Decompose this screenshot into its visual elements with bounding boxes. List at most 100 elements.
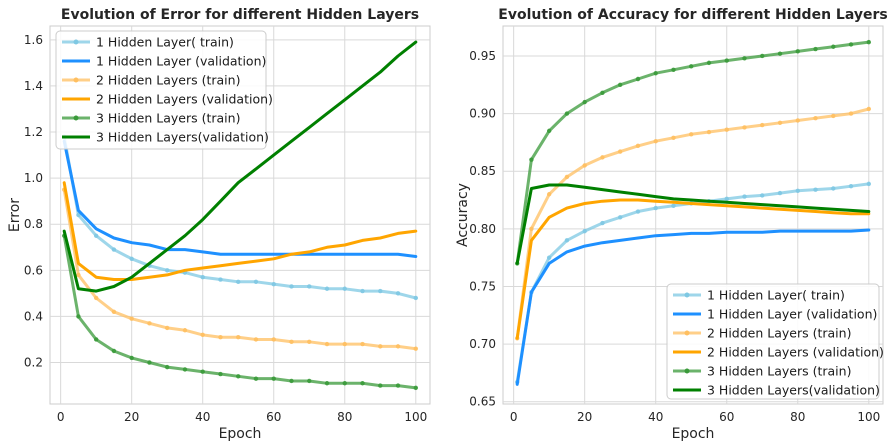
- accuracy-series-point-0: [617, 215, 623, 220]
- accuracy-series-point-2: [546, 192, 552, 197]
- error-legend-label-1: 1 Hidden Layer (validation): [96, 54, 266, 69]
- accuracy-x-tick-label: 0: [510, 410, 518, 424]
- error-y-tick-label: 1.0: [24, 171, 43, 185]
- error-series-point-2: [253, 337, 259, 342]
- accuracy-series-point-2: [671, 135, 676, 140]
- error-series-point-0: [360, 288, 365, 294]
- error-series-point-4: [164, 364, 170, 370]
- accuracy-series-point-4: [706, 60, 712, 66]
- accuracy-legend-label-0: 1 Hidden Layer( train): [707, 288, 845, 303]
- error-legend-box: [55, 30, 267, 150]
- error-x-tick-label: 40: [195, 410, 210, 424]
- error-series-point-4: [76, 314, 81, 319]
- error-series-point-4: [200, 369, 205, 374]
- error-series-point-4: [129, 355, 134, 361]
- accuracy-series-point-2: [689, 132, 694, 137]
- error-series-point-4: [93, 337, 99, 342]
- accuracy-series-point-4: [689, 64, 694, 69]
- error-series-point-4: [395, 383, 401, 388]
- accuracy-series-point-2: [724, 127, 729, 132]
- error-series-point-4: [413, 385, 418, 391]
- accuracy-series-point-2: [848, 111, 854, 116]
- accuracy-series-point-0: [795, 188, 800, 193]
- error-series-point-2: [200, 332, 205, 338]
- error-legend-marker-2: [73, 77, 79, 83]
- error-series-point-2: [378, 344, 383, 349]
- error-series-point-0: [129, 256, 134, 261]
- error-series-point-2: [413, 346, 418, 351]
- accuracy-chart-title: Evolution of Accuracy for different Hidd…: [498, 7, 887, 23]
- accuracy-series-point-2: [760, 122, 765, 128]
- accuracy-x-tick-label: 40: [648, 410, 663, 424]
- accuracy-series-point-4: [600, 90, 605, 96]
- error-series-point-2: [271, 337, 276, 342]
- accuracy-series-point-0: [546, 255, 552, 260]
- accuracy-series-point-0: [760, 193, 765, 198]
- error-series-point-0: [93, 233, 99, 238]
- accuracy-series-point-2: [582, 163, 587, 168]
- accuracy-series-point-0: [848, 183, 854, 189]
- accuracy-series-point-0: [635, 209, 641, 214]
- accuracy-y-axis-label: Accuracy: [455, 183, 471, 247]
- error-legend-label-5: 3 Hidden Layers(validation): [96, 130, 269, 145]
- error-series-point-2: [236, 334, 241, 340]
- accuracy-x-axis-label: Epoch: [672, 426, 715, 442]
- accuracy-legend-label-2: 2 Hidden Layers (train): [707, 326, 851, 341]
- error-x-tick-label: 20: [124, 410, 139, 424]
- accuracy-series-point-0: [742, 194, 747, 199]
- accuracy-series-line-3: [515, 198, 871, 340]
- error-series-point-0: [253, 279, 259, 285]
- accuracy-series-point-4: [724, 58, 729, 63]
- error-legend-marker-0: [73, 39, 79, 45]
- accuracy-y-tick-label: 0.70: [469, 337, 496, 351]
- accuracy-series-point-0: [866, 181, 871, 187]
- accuracy-series-line-1: [515, 228, 871, 386]
- accuracy-series-point-4: [653, 71, 658, 76]
- accuracy-series-point-2: [795, 118, 800, 123]
- error-x-tick-label: 80: [337, 410, 352, 424]
- error-series: [62, 40, 418, 391]
- accuracy-series-point-4: [582, 99, 587, 105]
- accuracy-legend-label-1: 1 Hidden Layer (validation): [707, 307, 877, 322]
- accuracy-series-point-4: [617, 82, 623, 87]
- accuracy-y-tick-label: 0.80: [469, 222, 496, 236]
- accuracy-series-point-2: [866, 106, 871, 112]
- accuracy-y-tick-label: 0.85: [469, 164, 496, 178]
- error-series-point-0: [413, 295, 418, 301]
- error-series-point-4: [236, 374, 241, 379]
- error-series-point-4: [289, 378, 294, 384]
- error-y-tick-label: 1.4: [24, 79, 43, 93]
- error-series-line-5: [62, 40, 418, 293]
- accuracy-series-point-2: [742, 125, 747, 130]
- accuracy-legend-marker-4: [684, 368, 690, 374]
- accuracy-legend: 1 Hidden Layer( train) 1 Hidden Layer (va…: [666, 283, 884, 400]
- error-series-point-2: [129, 316, 134, 321]
- error-x-tick-label: 100: [404, 410, 427, 424]
- accuracy-series-point-4: [529, 157, 534, 162]
- accuracy-series-point-2: [529, 226, 534, 232]
- accuracy-y-tick-label: 0.95: [469, 49, 496, 63]
- error-series-point-0: [342, 286, 347, 291]
- accuracy-series-point-0: [582, 228, 587, 234]
- error-series-point-4: [182, 367, 188, 372]
- accuracy-series-point-4: [866, 39, 871, 45]
- error-series-point-2: [218, 334, 223, 340]
- error-series-point-4: [307, 378, 312, 384]
- error-series-point-0: [236, 279, 241, 285]
- accuracy-x-tick-label: 60: [719, 410, 734, 424]
- error-series-point-4: [360, 381, 365, 386]
- accuracy-legend-box: [666, 283, 880, 400]
- error-series-point-4: [253, 376, 259, 381]
- accuracy-ticks: 0 20 40 60 80 100 0.65 0.70 0.75 0.80 0.85 0.90 0.95: [469, 49, 880, 424]
- accuracy-series-point-4: [671, 67, 676, 72]
- accuracy-series-point-2: [653, 139, 658, 144]
- error-legend-label-3: 2 Hidden Layers (validation): [96, 92, 273, 107]
- error-series-line-3: [62, 181, 418, 281]
- accuracy-legend-label-4: 3 Hidden Layers (train): [707, 364, 851, 379]
- error-ticks: 0 20 40 60 80 100 0.2 0.4 0.6 0.8 1.0 1.2 1.4 1.6: [24, 33, 427, 424]
- error-series-point-4: [378, 383, 383, 388]
- error-y-tick-label: 0.4: [24, 309, 43, 323]
- error-legend-label-2: 2 Hidden Layers (train): [96, 73, 240, 88]
- error-series-point-0: [271, 281, 276, 287]
- error-series-point-2: [182, 328, 188, 333]
